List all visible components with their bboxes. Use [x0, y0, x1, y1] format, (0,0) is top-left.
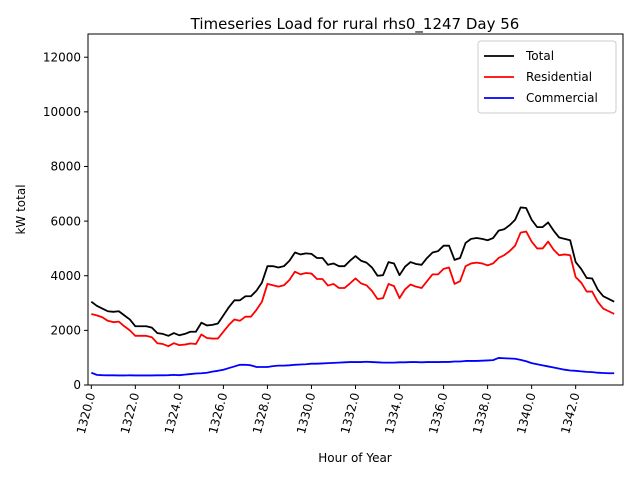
series-line-commercial [90, 357, 615, 377]
chart-title: Timeseries Load for rural rhs0_1247 Day … [190, 15, 520, 34]
x-axis-label: Hour of Year [318, 451, 392, 465]
y-axis-ticks: 0 2000 4000 6000 8000 10000 12000 [43, 50, 88, 392]
y-tick-label: 8000 [50, 160, 81, 174]
plot-frame [87, 33, 624, 386]
y-tick-label: 10000 [43, 105, 81, 119]
y-axis-label: kW total [14, 184, 28, 234]
y-tick-label: 4000 [50, 269, 81, 283]
legend-label-total: Total [525, 49, 554, 63]
legend-label-commercial: Commercial [526, 91, 598, 105]
legend-box [477, 40, 617, 114]
series-layer [90, 206, 615, 377]
y-tick-label: 12000 [43, 50, 81, 64]
series-line-residential [91, 230, 615, 348]
y-tick-label: 2000 [50, 324, 81, 338]
y-tick-label: 6000 [50, 214, 81, 228]
series-line-total [90, 206, 615, 337]
legend: Total Residential Commercial [477, 40, 617, 114]
y-tick-label: 0 [73, 378, 81, 392]
legend-label-residential: Residential [526, 70, 592, 84]
